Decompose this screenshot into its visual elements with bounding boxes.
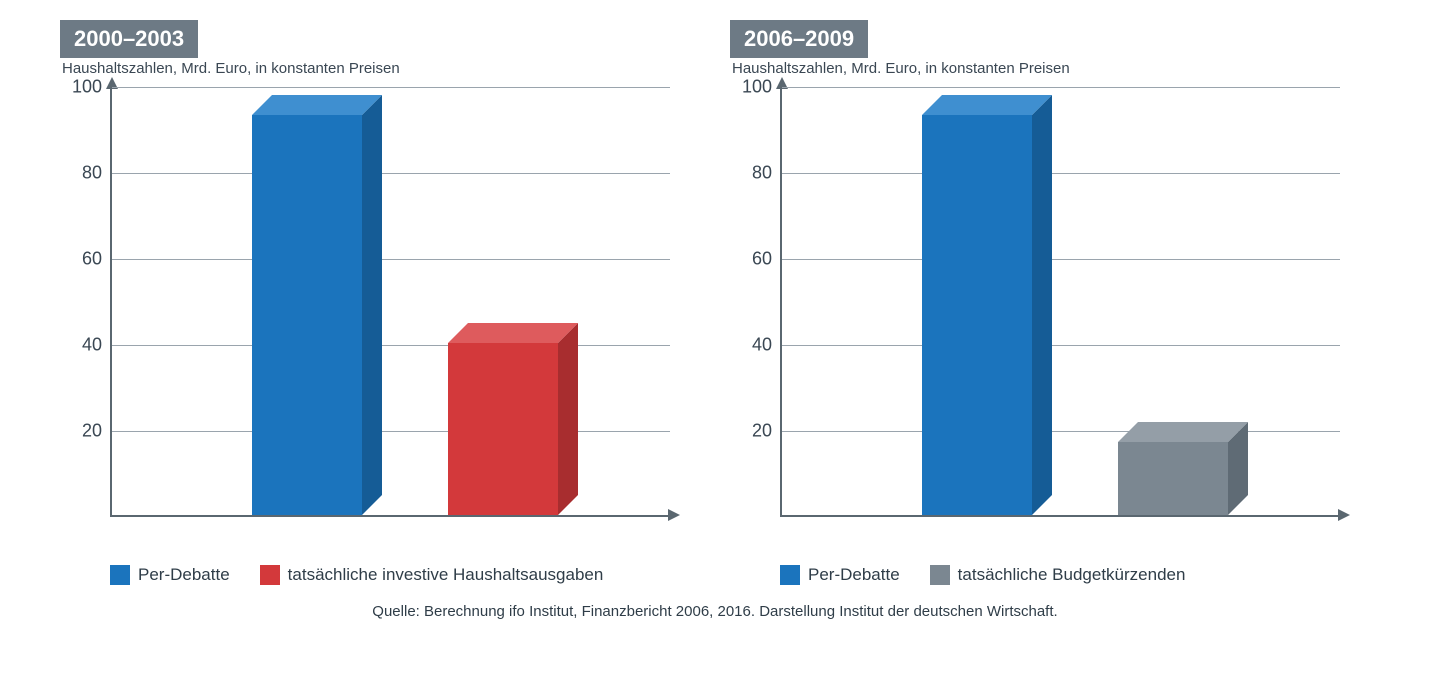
- bar-front: [448, 343, 558, 515]
- chart-title: 2000–2003: [60, 20, 198, 58]
- legend: Per-Debatte tatsächliche Budgetkürzenden: [780, 565, 1370, 585]
- chart-title: 2006–2009: [730, 20, 868, 58]
- y-tick-label: 80: [82, 163, 102, 184]
- legend-swatch: [110, 565, 130, 585]
- chart-panel-left: 2000–2003 Haushaltszahlen, Mrd. Euro, in…: [60, 20, 700, 585]
- legend-swatch: [260, 565, 280, 585]
- legend-item: tatsächliche investive Haushaltsausgaben: [260, 565, 604, 585]
- bar: [252, 95, 382, 515]
- bar-top: [922, 95, 1052, 115]
- bar-side: [558, 323, 578, 515]
- legend-item: Per-Debatte: [780, 565, 900, 585]
- plot-area: 20406080100: [110, 87, 670, 517]
- gridline: [112, 173, 670, 174]
- gridline: [782, 431, 1340, 432]
- plot-area: 20406080100: [780, 87, 1340, 517]
- bar-top: [1118, 422, 1248, 442]
- chart-subtitle: Haushaltszahlen, Mrd. Euro, in konstante…: [60, 60, 700, 77]
- gridline: [782, 345, 1340, 346]
- legend-item: tatsächliche Budgetkürzenden: [930, 565, 1186, 585]
- footnote: Quelle: Berechnung ifo Institut, Finanzb…: [0, 603, 1430, 620]
- legend-swatch: [930, 565, 950, 585]
- y-tick-label: 20: [752, 421, 772, 442]
- bar: [1118, 422, 1248, 515]
- y-tick-label: 40: [82, 335, 102, 356]
- legend-label: Per-Debatte: [808, 565, 900, 585]
- legend: Per-Debatte tatsächliche investive Hausha…: [110, 565, 700, 585]
- bar-top: [448, 323, 578, 343]
- y-tick-label: 100: [742, 77, 772, 98]
- legend-swatch: [780, 565, 800, 585]
- legend-item: Per-Debatte: [110, 565, 230, 585]
- legend-label: tatsächliche Budgetkürzenden: [958, 565, 1186, 585]
- gridline: [782, 87, 1340, 88]
- bar: [922, 95, 1052, 515]
- bar-side: [1032, 95, 1052, 515]
- y-tick-label: 40: [752, 335, 772, 356]
- gridline: [112, 259, 670, 260]
- chart-subtitle: Haushaltszahlen, Mrd. Euro, in konstante…: [730, 60, 1370, 77]
- bar-top: [252, 95, 382, 115]
- y-tick-label: 100: [72, 77, 102, 98]
- gridline: [782, 173, 1340, 174]
- y-tick-label: 80: [752, 163, 772, 184]
- gridline: [782, 259, 1340, 260]
- x-axis-arrow-icon: [668, 509, 680, 521]
- bar-front: [1118, 442, 1228, 515]
- bar-front: [922, 115, 1032, 515]
- y-tick-label: 20: [82, 421, 102, 442]
- bar-side: [362, 95, 382, 515]
- charts-container: 2000–2003 Haushaltszahlen, Mrd. Euro, in…: [0, 0, 1430, 585]
- bar-front: [252, 115, 362, 515]
- y-tick-label: 60: [82, 249, 102, 270]
- plot-wrap: 20406080100: [780, 87, 1370, 547]
- plot-wrap: 20406080100: [110, 87, 700, 547]
- x-axis-arrow-icon: [1338, 509, 1350, 521]
- legend-label: Per-Debatte: [138, 565, 230, 585]
- chart-panel-right: 2006–2009 Haushaltszahlen, Mrd. Euro, in…: [730, 20, 1370, 585]
- legend-label: tatsächliche investive Haushaltsausgaben: [288, 565, 604, 585]
- gridline: [112, 87, 670, 88]
- bar: [448, 323, 578, 515]
- gridline: [112, 345, 670, 346]
- gridline: [112, 431, 670, 432]
- y-tick-label: 60: [752, 249, 772, 270]
